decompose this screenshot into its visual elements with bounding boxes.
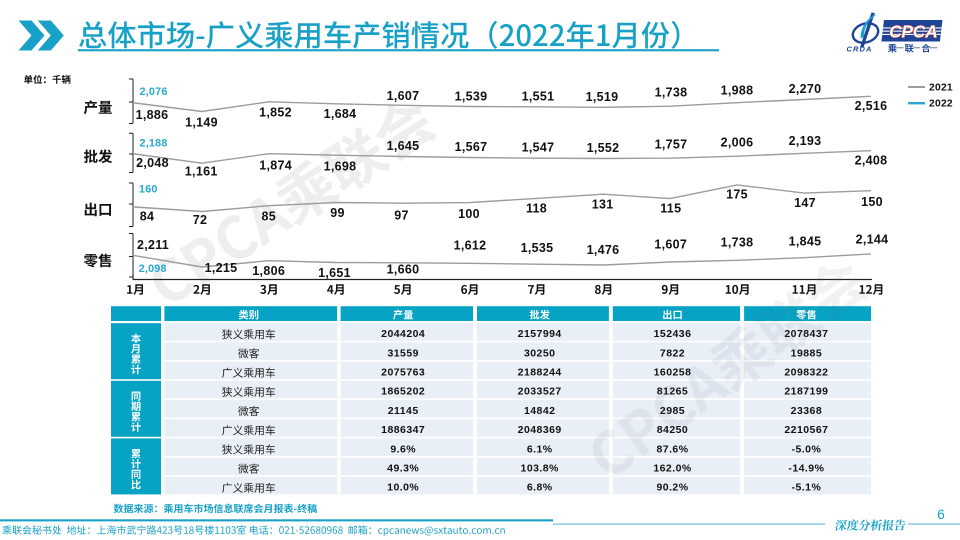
svg-text:1,551: 1,551 xyxy=(522,90,555,104)
svg-text:1,757: 1,757 xyxy=(655,138,688,152)
svg-text:103.8%: 103.8% xyxy=(521,463,560,475)
svg-text:1,660: 1,660 xyxy=(387,263,420,277)
svg-text:147: 147 xyxy=(794,196,816,210)
svg-text:1,519: 1,519 xyxy=(586,90,619,104)
svg-text:2,270: 2,270 xyxy=(789,82,822,96)
svg-text:-5.1%: -5.1% xyxy=(792,482,822,494)
svg-text:160258: 160258 xyxy=(654,367,692,379)
svg-text:21145: 21145 xyxy=(388,405,419,417)
svg-text:2,006: 2,006 xyxy=(721,136,754,150)
svg-text:131: 131 xyxy=(592,197,614,211)
svg-text:1,738: 1,738 xyxy=(721,236,754,250)
svg-text:84250: 84250 xyxy=(657,424,688,436)
svg-text:1,552: 1,552 xyxy=(587,141,620,155)
svg-text:1,645: 1,645 xyxy=(387,139,420,153)
svg-text:7822: 7822 xyxy=(660,347,685,359)
svg-text:49.3%: 49.3% xyxy=(387,463,419,475)
svg-text:1,698: 1,698 xyxy=(324,160,357,174)
svg-text:2075763: 2075763 xyxy=(381,367,425,379)
svg-text:1,539: 1,539 xyxy=(455,90,488,104)
svg-text:30250: 30250 xyxy=(524,347,555,359)
svg-text:2,144: 2,144 xyxy=(856,233,889,247)
svg-text:1,806: 1,806 xyxy=(252,264,285,278)
svg-text:2033527: 2033527 xyxy=(518,386,562,398)
svg-text:1865202: 1865202 xyxy=(381,386,425,398)
svg-text:31559: 31559 xyxy=(387,347,418,359)
svg-text:90.2%: 90.2% xyxy=(656,482,688,494)
svg-text:1,845: 1,845 xyxy=(789,235,822,249)
svg-text:118: 118 xyxy=(526,202,547,216)
svg-text:1,874: 1,874 xyxy=(259,159,292,173)
svg-text:81265: 81265 xyxy=(657,386,688,398)
svg-text:1,215: 1,215 xyxy=(205,261,238,275)
svg-text:2078437: 2078437 xyxy=(784,328,828,340)
svg-text:2188244: 2188244 xyxy=(518,367,562,379)
svg-text:1,607: 1,607 xyxy=(654,238,687,252)
svg-text:72: 72 xyxy=(193,213,208,227)
svg-text:1,161: 1,161 xyxy=(185,165,218,179)
svg-text:1,684: 1,684 xyxy=(324,107,357,121)
svg-text:-5.0%: -5.0% xyxy=(792,443,822,455)
svg-text:2,098: 2,098 xyxy=(139,263,167,275)
svg-text:175: 175 xyxy=(726,188,748,202)
svg-text:100: 100 xyxy=(458,207,480,221)
svg-text:2,408: 2,408 xyxy=(855,154,888,168)
svg-text:1,612: 1,612 xyxy=(454,238,487,252)
svg-text:14842: 14842 xyxy=(524,405,555,417)
svg-text:1,738: 1,738 xyxy=(655,86,688,100)
svg-text:19885: 19885 xyxy=(791,347,822,359)
svg-text:1,988: 1,988 xyxy=(721,84,754,98)
svg-text:2187199: 2187199 xyxy=(784,386,828,398)
svg-text:162.0%: 162.0% xyxy=(653,463,692,475)
svg-text:1,567: 1,567 xyxy=(455,140,488,154)
svg-text:160: 160 xyxy=(139,184,158,196)
svg-text:87.6%: 87.6% xyxy=(656,443,688,455)
svg-text:6.1%: 6.1% xyxy=(527,443,553,455)
svg-text:1,476: 1,476 xyxy=(587,243,620,257)
svg-text:CPCA: CPCA xyxy=(889,22,937,42)
svg-text:2,516: 2,516 xyxy=(855,99,888,113)
svg-text:6.8%: 6.8% xyxy=(527,482,553,494)
svg-text:1,535: 1,535 xyxy=(521,241,554,255)
svg-text:9.6%: 9.6% xyxy=(390,443,416,455)
svg-text:1,852: 1,852 xyxy=(259,106,292,120)
svg-text:1,886: 1,886 xyxy=(136,108,169,122)
svg-text:23368: 23368 xyxy=(791,405,822,417)
svg-text:1,607: 1,607 xyxy=(387,89,420,103)
svg-text:99: 99 xyxy=(330,206,345,220)
svg-text:10.0%: 10.0% xyxy=(387,482,419,494)
svg-text:2044204: 2044204 xyxy=(381,328,425,340)
svg-text:85: 85 xyxy=(261,210,276,224)
svg-text:2985: 2985 xyxy=(660,405,685,417)
svg-text:2022: 2022 xyxy=(929,99,953,110)
svg-text:97: 97 xyxy=(394,209,409,223)
svg-text:CRDA: CRDA xyxy=(847,45,873,54)
svg-text:2,048: 2,048 xyxy=(136,156,169,170)
svg-text:150: 150 xyxy=(861,195,883,209)
svg-text:115: 115 xyxy=(660,202,681,216)
svg-text:2021: 2021 xyxy=(929,83,953,94)
svg-text:1,651: 1,651 xyxy=(318,266,351,280)
svg-text:2,188: 2,188 xyxy=(140,138,168,150)
svg-text:2,193: 2,193 xyxy=(789,134,822,148)
svg-text:1886347: 1886347 xyxy=(381,424,425,436)
svg-text:2157994: 2157994 xyxy=(518,328,562,340)
svg-text:6: 6 xyxy=(937,507,945,522)
svg-text:2210567: 2210567 xyxy=(784,424,828,436)
svg-text:2048369: 2048369 xyxy=(518,424,562,436)
svg-text:2098322: 2098322 xyxy=(784,367,828,379)
svg-text:1,149: 1,149 xyxy=(185,115,218,129)
svg-text:2,076: 2,076 xyxy=(140,86,168,98)
svg-text:1,547: 1,547 xyxy=(522,141,555,155)
svg-text:152436: 152436 xyxy=(654,328,692,340)
svg-text:-14.9%: -14.9% xyxy=(788,463,824,475)
svg-text:2,211: 2,211 xyxy=(137,238,169,252)
svg-text:84: 84 xyxy=(140,210,155,224)
